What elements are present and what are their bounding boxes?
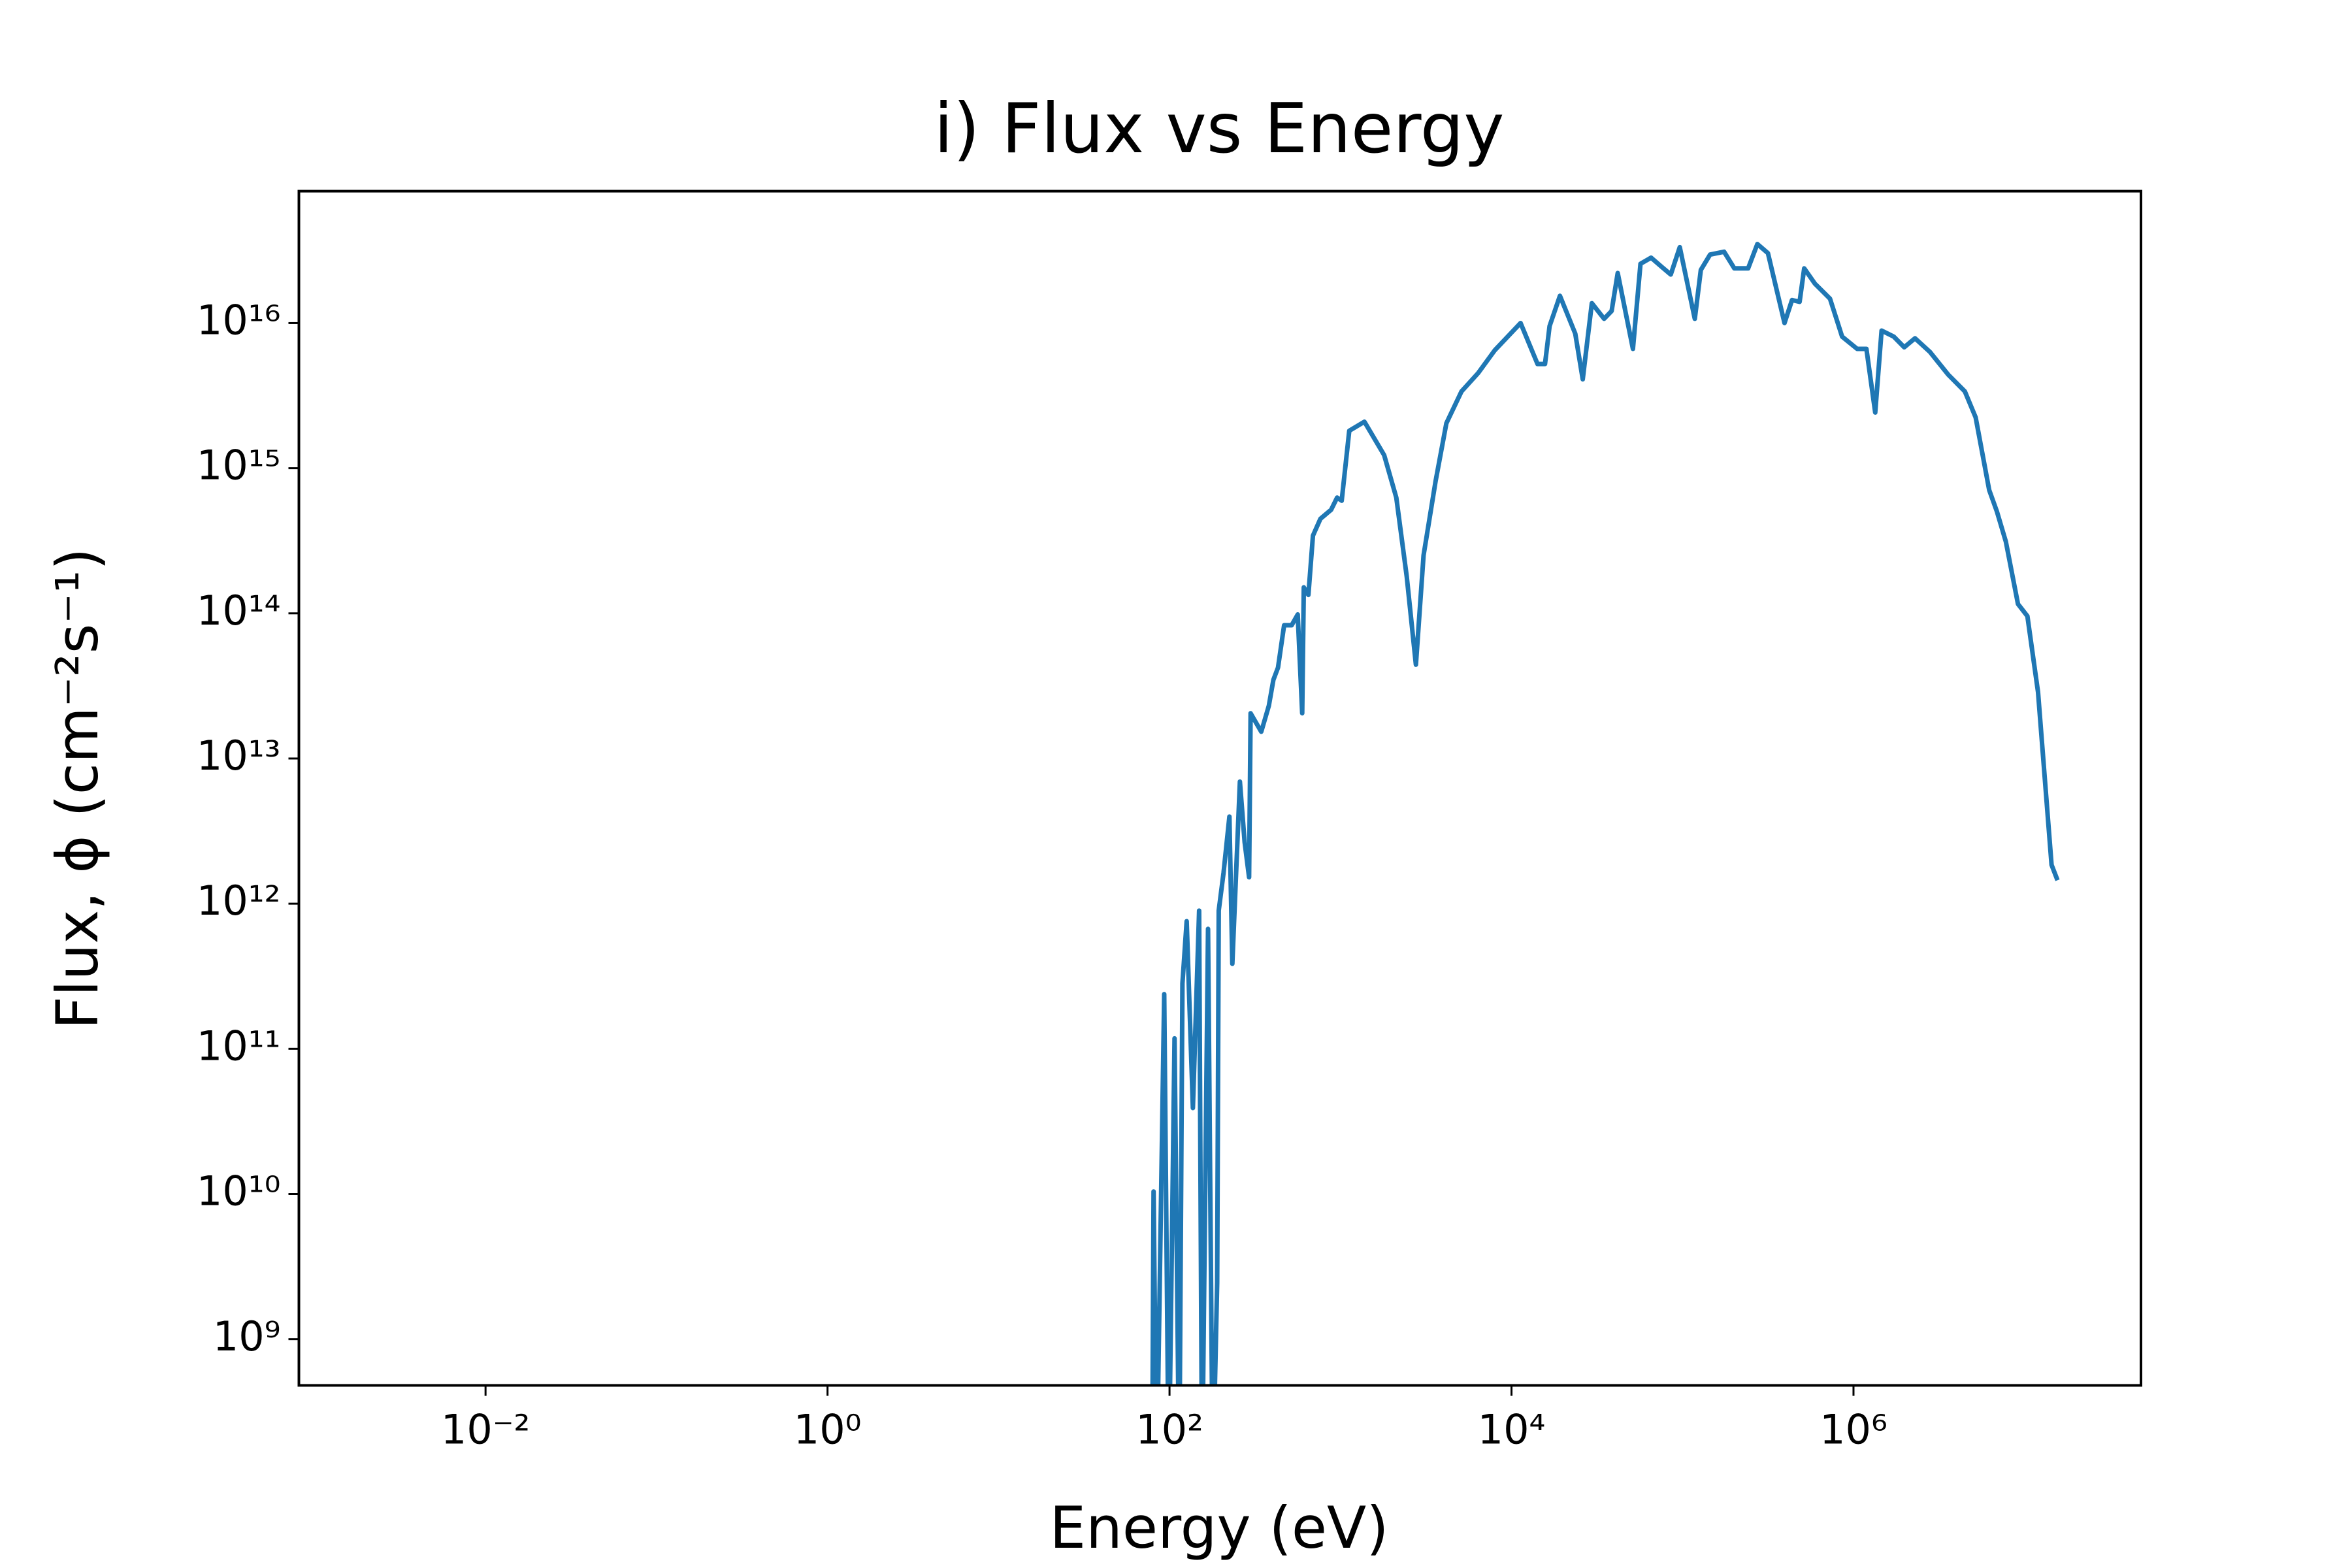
x-tick-label: 10²: [1135, 1406, 1203, 1454]
y-tick-label: 10¹²: [197, 877, 281, 924]
y-tick-label: 10¹⁴: [197, 587, 281, 634]
y-tick-label: 10¹⁶: [197, 297, 281, 344]
x-axis-label: Energy (eV): [1049, 1494, 1388, 1561]
x-tick-label: 10⁰: [794, 1406, 862, 1454]
y-tick-label: 10¹⁰: [197, 1168, 281, 1215]
x-tick-label: 10⁻²: [441, 1406, 530, 1454]
y-tick-label: 10¹¹: [197, 1022, 281, 1070]
axes-frame: [297, 189, 2142, 1387]
y-tick-label: 10¹⁵: [197, 442, 281, 489]
x-tick-label: 10⁴: [1478, 1406, 1546, 1454]
data-line: [1150, 242, 2060, 1386]
plot-area: [1150, 242, 2060, 1386]
chart-title: i) Flux vs Energy: [934, 89, 1505, 169]
y-tick-label: 10⁹: [213, 1313, 281, 1360]
x-tick-label: 10⁶: [1820, 1406, 1887, 1454]
y-axis-label: Flux, ϕ (cm⁻²s⁻¹): [44, 548, 111, 1030]
y-tick-label: 10¹³: [197, 732, 281, 779]
